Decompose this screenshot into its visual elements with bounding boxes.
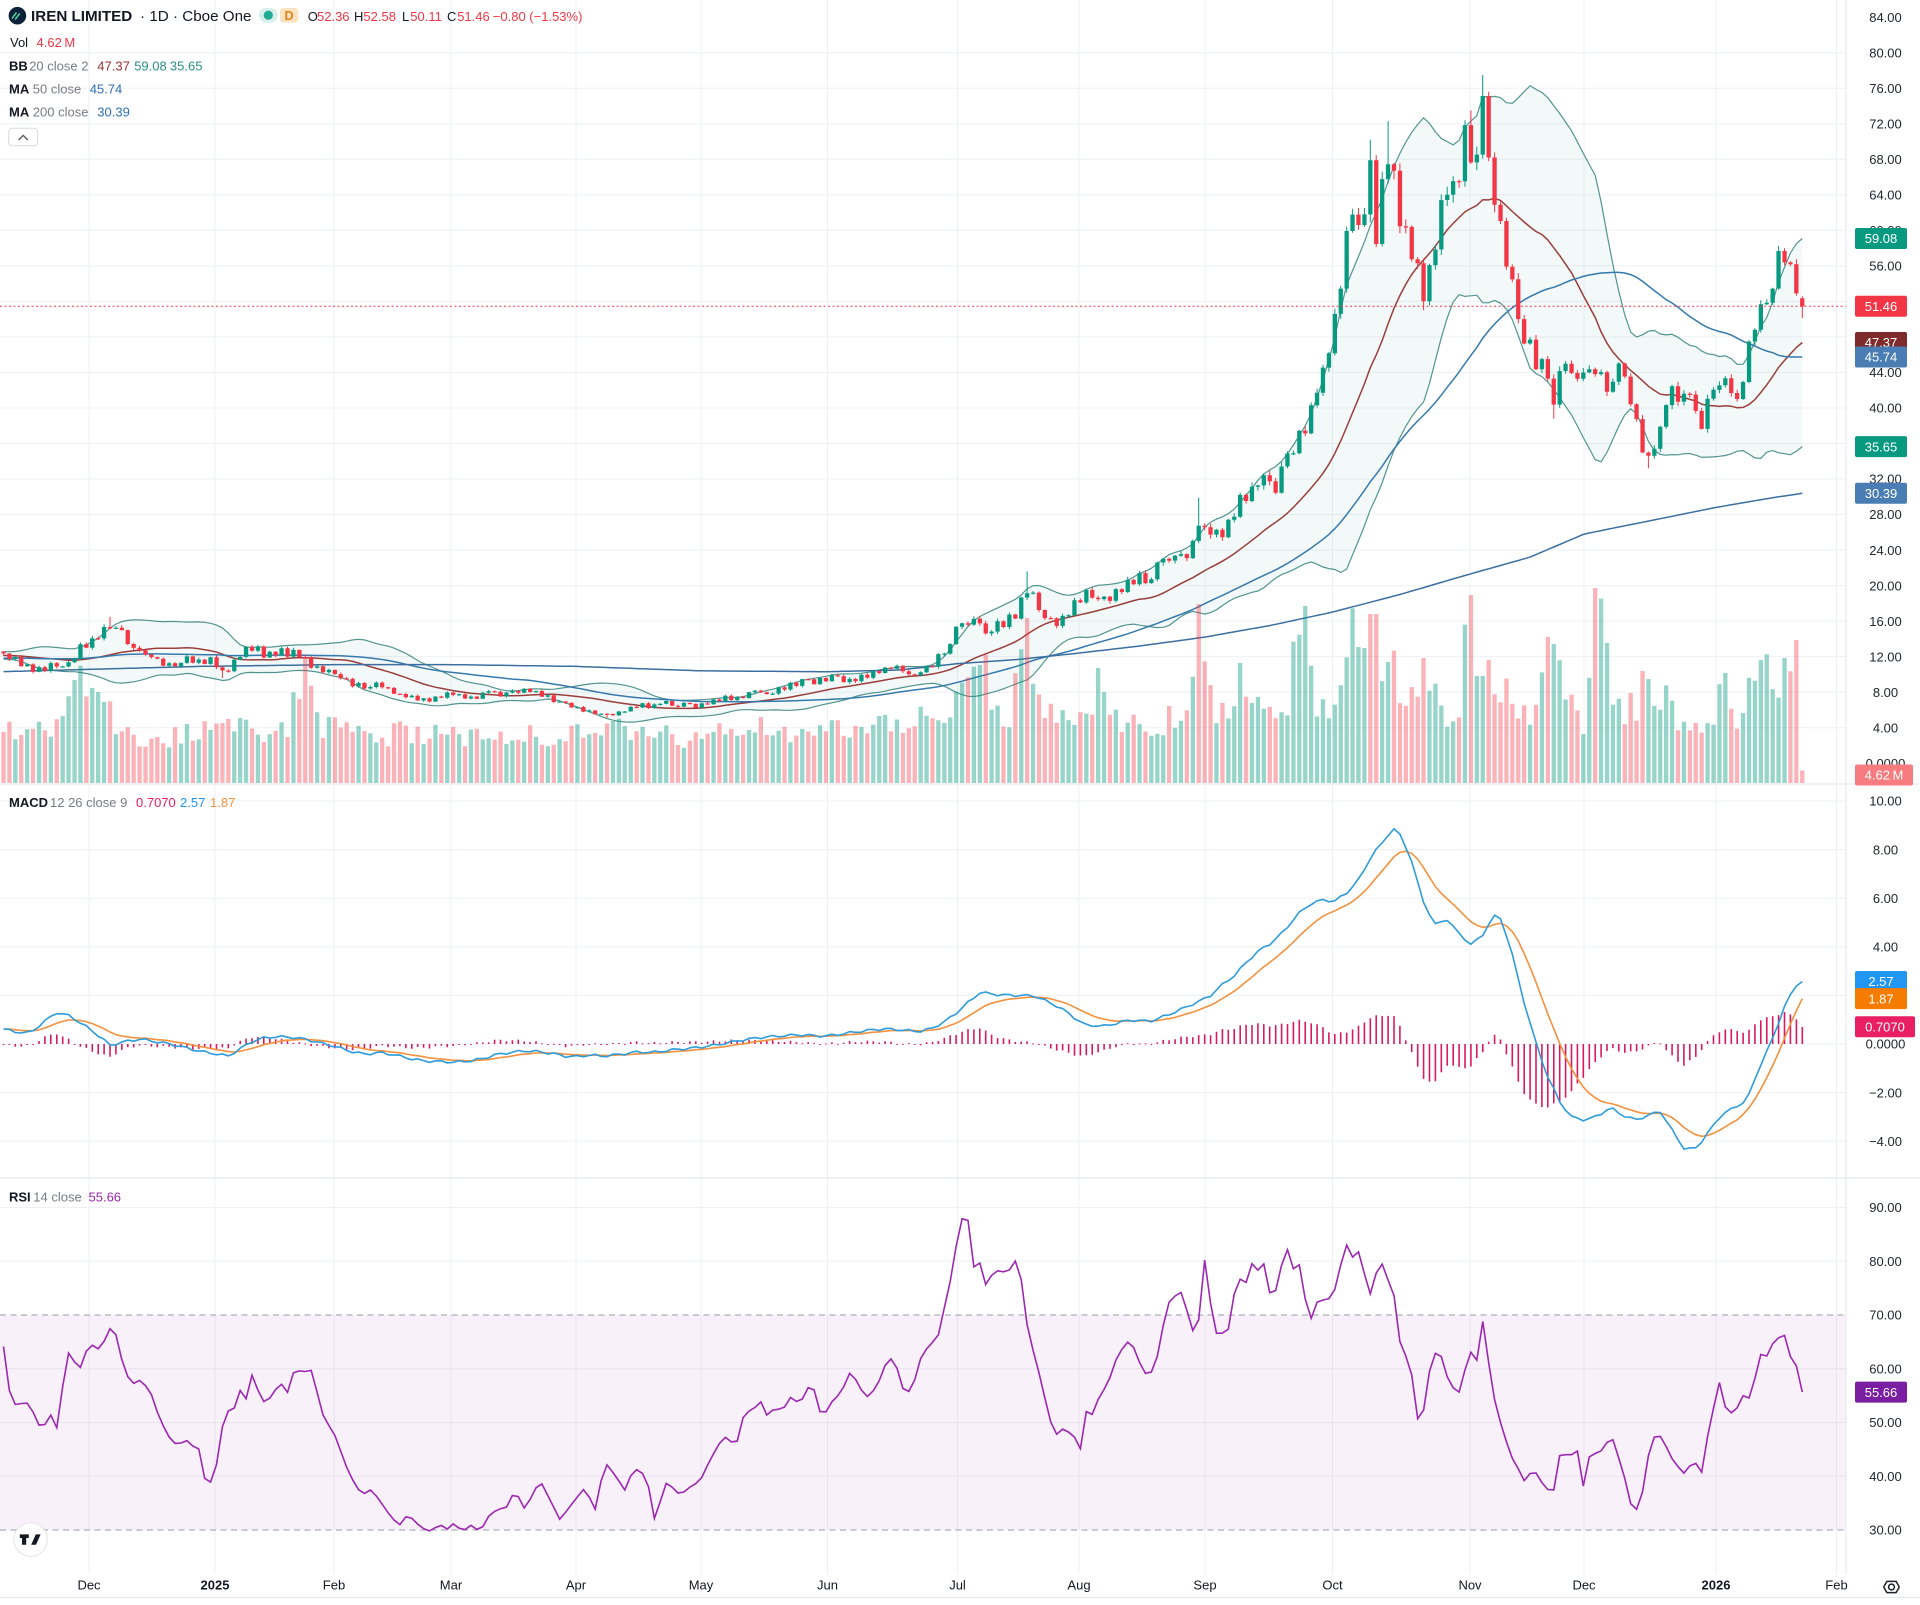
svg-text:2.57: 2.57 bbox=[1868, 974, 1893, 989]
svg-text:Jul: Jul bbox=[949, 1578, 966, 1593]
svg-text:72.00: 72.00 bbox=[1869, 117, 1902, 132]
svg-text:8.00: 8.00 bbox=[1873, 685, 1898, 700]
svg-text:6.00: 6.00 bbox=[1873, 891, 1898, 906]
svg-text:68.00: 68.00 bbox=[1869, 152, 1902, 167]
svg-text:10.00: 10.00 bbox=[1869, 794, 1902, 809]
svg-text:−4.00: −4.00 bbox=[1869, 1134, 1902, 1149]
svg-text:1.87: 1.87 bbox=[1868, 991, 1893, 1006]
svg-text:Sep: Sep bbox=[1193, 1578, 1216, 1593]
svg-text:Mar: Mar bbox=[440, 1578, 463, 1593]
svg-text:· 1D · Cboe One: · 1D · Cboe One bbox=[137, 8, 251, 25]
svg-text:4.00: 4.00 bbox=[1873, 940, 1898, 955]
svg-text:64.00: 64.00 bbox=[1869, 188, 1902, 203]
svg-text:70.00: 70.00 bbox=[1869, 1308, 1902, 1323]
svg-text:Jun: Jun bbox=[817, 1578, 838, 1593]
svg-text:56.00: 56.00 bbox=[1869, 259, 1902, 274]
svg-text:76.00: 76.00 bbox=[1869, 81, 1902, 96]
svg-text:Apr: Apr bbox=[566, 1578, 587, 1593]
svg-text:47.37: 47.37 bbox=[1865, 335, 1898, 350]
svg-text:55.66: 55.66 bbox=[1865, 1385, 1898, 1400]
svg-text:44.00: 44.00 bbox=[1869, 365, 1902, 380]
svg-text:Oct: Oct bbox=[1322, 1578, 1343, 1593]
svg-text:4.62 M: 4.62 M bbox=[1865, 768, 1904, 783]
svg-text:8.00: 8.00 bbox=[1873, 842, 1898, 857]
svg-text:4.00: 4.00 bbox=[1873, 720, 1898, 735]
svg-text:16.00: 16.00 bbox=[1869, 614, 1902, 629]
svg-text:40.00: 40.00 bbox=[1869, 1469, 1902, 1484]
svg-text:35.65: 35.65 bbox=[1865, 439, 1898, 454]
svg-text:Dec: Dec bbox=[1572, 1578, 1596, 1593]
svg-text:24.00: 24.00 bbox=[1869, 543, 1902, 558]
svg-text:28.00: 28.00 bbox=[1869, 507, 1902, 522]
svg-text:Dec: Dec bbox=[77, 1578, 101, 1593]
svg-text:45.74: 45.74 bbox=[1865, 350, 1898, 365]
svg-text:30.00: 30.00 bbox=[1869, 1523, 1902, 1538]
svg-text:Nov: Nov bbox=[1458, 1578, 1482, 1593]
svg-text:2025: 2025 bbox=[201, 1578, 230, 1593]
svg-text:0.7070: 0.7070 bbox=[1865, 1020, 1905, 1035]
svg-text:Feb: Feb bbox=[1825, 1578, 1847, 1593]
svg-text:84.00: 84.00 bbox=[1869, 10, 1902, 25]
svg-text:20.00: 20.00 bbox=[1869, 578, 1902, 593]
svg-text:30.39: 30.39 bbox=[1865, 486, 1898, 501]
svg-text:IREN LIMITED: IREN LIMITED bbox=[31, 8, 132, 25]
svg-text:12.00: 12.00 bbox=[1869, 649, 1902, 664]
svg-text:40.00: 40.00 bbox=[1869, 401, 1902, 416]
svg-text:2026: 2026 bbox=[1702, 1578, 1731, 1593]
svg-text:51.46: 51.46 bbox=[1865, 299, 1898, 314]
svg-text:60.00: 60.00 bbox=[1869, 1362, 1902, 1377]
svg-text:Aug: Aug bbox=[1067, 1578, 1090, 1593]
svg-text:May: May bbox=[689, 1578, 714, 1593]
svg-text:D: D bbox=[284, 9, 293, 23]
svg-text:−2.00: −2.00 bbox=[1869, 1085, 1902, 1100]
svg-text:Feb: Feb bbox=[323, 1578, 345, 1593]
svg-text:0.0000: 0.0000 bbox=[1866, 1037, 1906, 1052]
svg-text:50.00: 50.00 bbox=[1869, 1415, 1902, 1430]
svg-text:90.00: 90.00 bbox=[1869, 1200, 1902, 1215]
svg-text:80.00: 80.00 bbox=[1869, 45, 1902, 60]
svg-text:80.00: 80.00 bbox=[1869, 1254, 1902, 1269]
svg-text:59.08: 59.08 bbox=[1865, 231, 1898, 246]
